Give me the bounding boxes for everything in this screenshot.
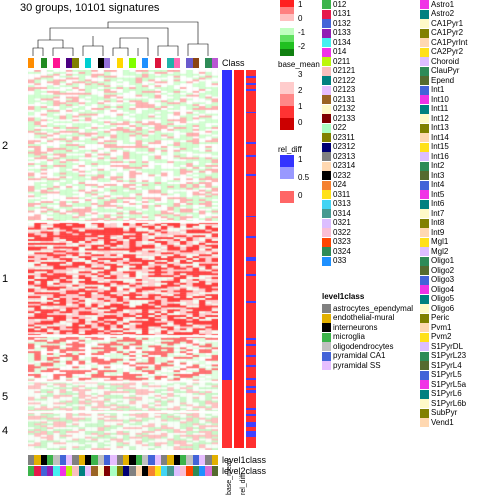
base-mean-scale [280,70,294,130]
color-scale [280,0,294,56]
annot-class [222,70,232,448]
rel-diff-scale [280,155,294,203]
bottom-annot-bars [28,454,218,476]
row-cluster-label: 3 [2,353,8,365]
row-cluster-label: 4 [2,425,8,437]
annot-rel-diff [246,70,256,448]
legend-codes: 0120131013201330134014021102121021220212… [322,0,372,266]
heatmap-matrix [28,70,218,450]
legend-names: Astro1Astro2CA1Pyr1CA1Pyr2CA1PyrIntCA2Py… [420,0,500,428]
row-cluster-label: 5 [2,391,8,403]
vl0: base_mean [226,458,233,495]
row-cluster-label: 1 [2,273,8,285]
class-label: Class [222,58,245,68]
chart-title: 30 groups, 10101 signatures [20,2,159,14]
rel-diff-label: rel_diff [278,145,302,154]
row-cluster-label: 2 [2,140,8,152]
dendrogram [28,18,218,56]
column-class-bar [28,58,218,68]
annot-base-mean [234,70,244,448]
base-mean-label: base_mean [278,60,320,69]
vl1: rel_diff [240,474,247,495]
